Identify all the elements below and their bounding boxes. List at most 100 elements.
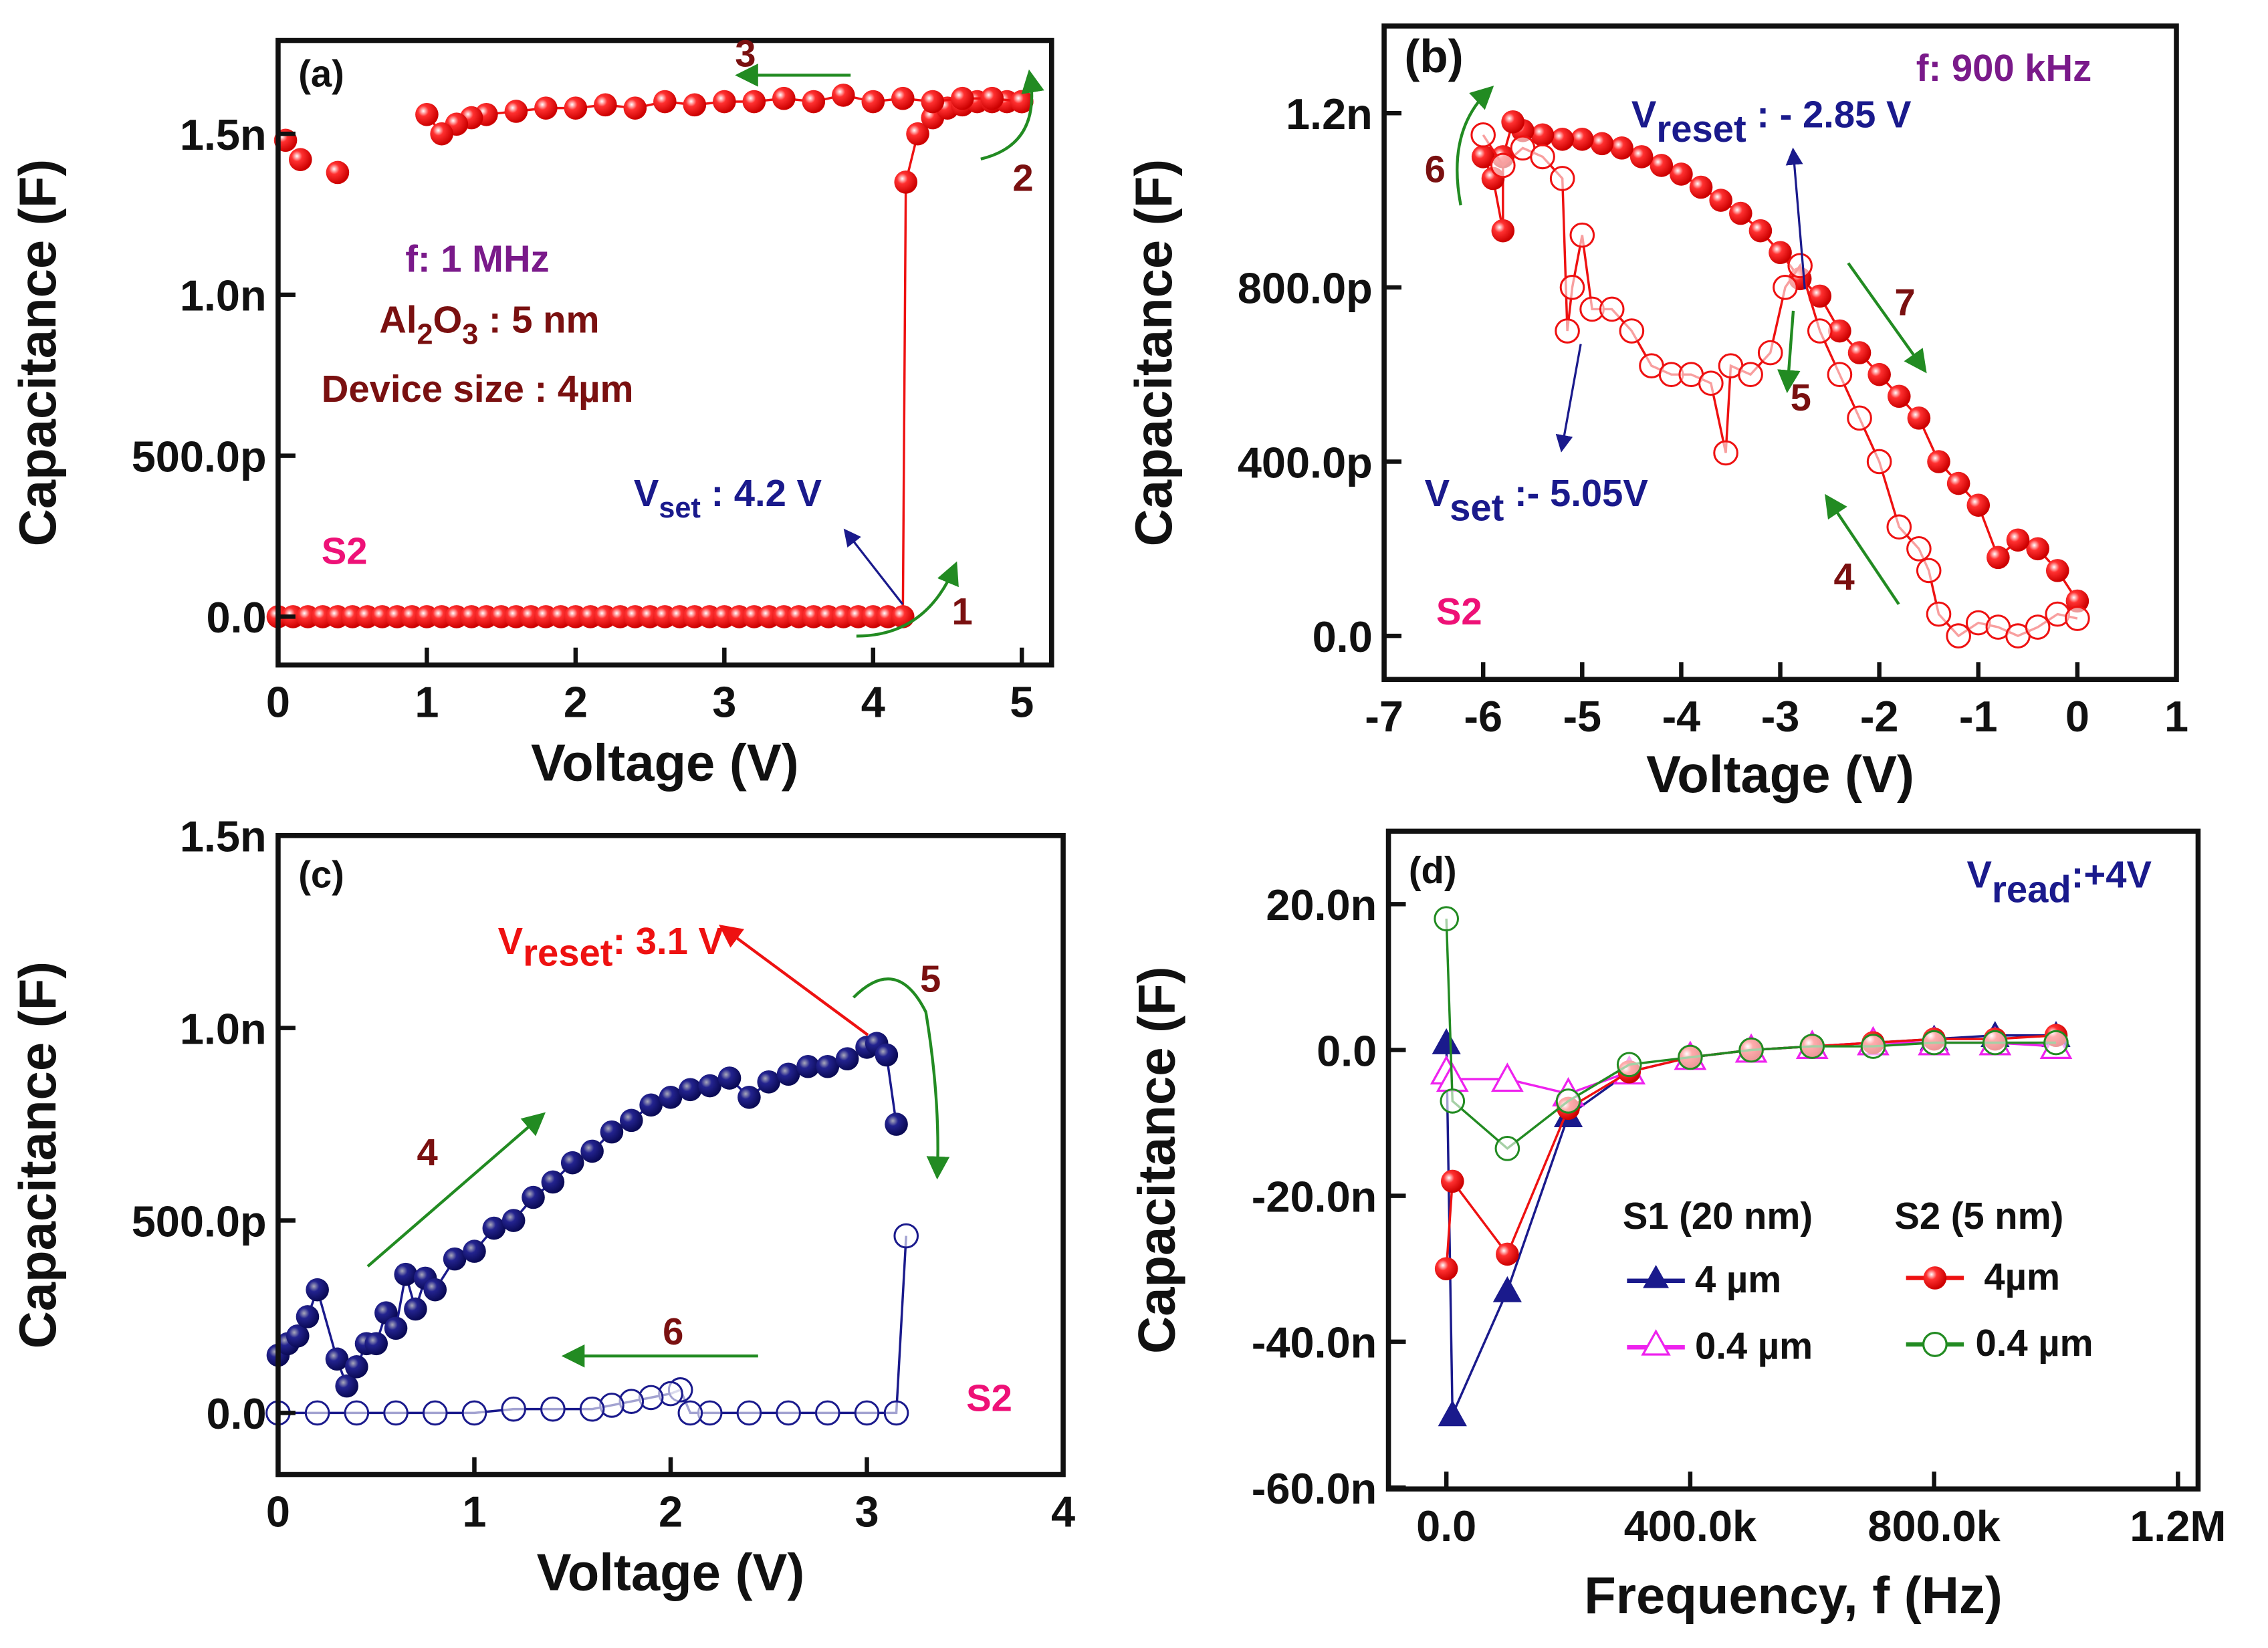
data-point bbox=[1987, 546, 2010, 570]
vset-label: Vset :- 5.05V bbox=[1425, 472, 1649, 529]
step6-arrow bbox=[1456, 86, 1494, 206]
data-point bbox=[1807, 318, 1833, 344]
data-point bbox=[2045, 559, 2069, 582]
step4-label: 4 bbox=[417, 1131, 438, 1173]
panel-label: (d) bbox=[1409, 849, 1457, 891]
x-axis-title: Voltage (V) bbox=[531, 735, 799, 792]
x-tick-label: 1 bbox=[462, 1487, 486, 1536]
x-tick-label: 4 bbox=[861, 677, 885, 726]
data-point bbox=[306, 1278, 329, 1302]
data-point bbox=[296, 1305, 320, 1328]
step5-label: 5 bbox=[920, 957, 941, 999]
x-tick-label: 0.0 bbox=[1416, 1502, 1476, 1550]
legend-s2-4um-marker bbox=[1923, 1266, 1947, 1290]
legend-s1-4um-marker bbox=[1643, 1264, 1670, 1288]
data-point bbox=[394, 1262, 418, 1286]
data-point bbox=[1887, 384, 1911, 408]
y-tick-label: 0.0 bbox=[206, 1389, 266, 1438]
data-point bbox=[623, 96, 647, 120]
step4-arrow bbox=[366, 1112, 546, 1268]
data-point bbox=[698, 1074, 721, 1098]
data-point bbox=[802, 90, 826, 114]
data-point bbox=[1906, 536, 1932, 562]
series-return-sweep bbox=[265, 1223, 919, 1426]
data-point bbox=[415, 102, 439, 126]
data-point bbox=[816, 1054, 840, 1078]
x-tick-label: -7 bbox=[1365, 692, 1403, 741]
x-axis-title: Voltage (V) bbox=[537, 1544, 805, 1602]
vset-arrow bbox=[1555, 344, 1582, 453]
legend-s2-04um-marker bbox=[1922, 1332, 1948, 1357]
panel-b: -7 -6 -5 -4 -3 -2 -1 0 1 0.0 400.0p 800.0p 1.2n Volta… bbox=[1125, 23, 2188, 804]
data-point bbox=[2025, 614, 2051, 640]
data-point bbox=[832, 84, 855, 107]
legend-s1-title: S1 (20 nm) bbox=[1623, 1195, 1813, 1237]
data-point bbox=[713, 90, 736, 114]
data-point bbox=[717, 1066, 742, 1090]
data-point bbox=[1555, 318, 1580, 344]
data-point bbox=[677, 1400, 703, 1426]
data-point bbox=[1551, 128, 1574, 151]
y-axis-title: Capacitance (F) bbox=[9, 159, 67, 547]
data-point bbox=[1616, 1052, 1642, 1078]
oxide-label: Al2O3 : 5 nm bbox=[379, 298, 599, 350]
legend-s1-4um: 4 µm bbox=[1695, 1258, 1781, 1300]
data-point bbox=[430, 122, 453, 146]
device-size-label: Device size : 4µm bbox=[322, 368, 634, 410]
data-point bbox=[736, 1400, 762, 1426]
legend: S1 (20 nm) S2 (5 nm) 4 µm 0.4 µm 4µm 0.4… bbox=[1623, 1195, 2093, 1367]
data-point bbox=[501, 1396, 526, 1422]
y-tick-label: -60.0n bbox=[1252, 1464, 1377, 1513]
series-s2-0-4-m bbox=[1434, 906, 2069, 1161]
data-point bbox=[1490, 1062, 1524, 1092]
data-point bbox=[1490, 152, 1516, 179]
data-point bbox=[619, 1108, 643, 1133]
data-point bbox=[1966, 493, 1991, 517]
y-tick-label: 0.0 bbox=[1317, 1026, 1377, 1075]
data-point bbox=[344, 1400, 370, 1426]
data-point bbox=[1530, 123, 1555, 147]
data-point bbox=[580, 1139, 604, 1163]
step5-arrow bbox=[852, 977, 950, 1180]
data-point bbox=[796, 1054, 820, 1078]
freq-label: f: 900 kHz bbox=[1916, 47, 2091, 89]
data-point bbox=[1599, 296, 1625, 322]
x-tick-label: 400.0k bbox=[1624, 1502, 1757, 1550]
data-point bbox=[921, 90, 945, 114]
step7-label: 7 bbox=[1894, 281, 1915, 323]
plot-frame bbox=[275, 37, 1054, 668]
data-point bbox=[564, 96, 588, 120]
data-point bbox=[443, 1247, 467, 1271]
data-point bbox=[600, 1120, 624, 1144]
data-point bbox=[1434, 1257, 1458, 1281]
data-point bbox=[422, 1400, 448, 1426]
data-point bbox=[738, 1086, 761, 1109]
data-point bbox=[482, 1216, 506, 1240]
y-tick-label: 400.0p bbox=[1238, 438, 1373, 487]
annotations-b: f: 900 kHz Vreset : - 2.85 V Vset :- 5.0… bbox=[1425, 47, 2092, 632]
step7-arrow bbox=[1847, 262, 1927, 374]
data-point bbox=[1748, 219, 1773, 243]
data-point bbox=[776, 1400, 801, 1426]
data-point bbox=[1787, 253, 1813, 279]
vset-arrow bbox=[843, 528, 904, 605]
panel-label: (a) bbox=[298, 53, 344, 95]
series-reset-sweep bbox=[1471, 110, 2089, 613]
data-point bbox=[1982, 1030, 2008, 1056]
data-point bbox=[894, 170, 918, 194]
panel-label: (b) bbox=[1404, 30, 1463, 82]
data-point bbox=[854, 1400, 880, 1426]
data-point bbox=[1650, 154, 1674, 177]
panel-c: 0 1 2 3 4 0.0 500.0p 1.0n 1.5n Voltage (V) Capacit… bbox=[9, 812, 1075, 1602]
x-tick-label: 1 bbox=[415, 677, 439, 726]
step2-arrow bbox=[980, 69, 1044, 160]
data-point bbox=[1434, 906, 1459, 932]
data-point bbox=[1738, 1037, 1764, 1063]
data-point bbox=[2065, 606, 2090, 631]
legend-s2-title: S2 (5 nm) bbox=[1894, 1195, 2063, 1237]
data-point bbox=[875, 1043, 899, 1067]
data-point bbox=[683, 93, 707, 117]
data-point bbox=[1907, 406, 1931, 430]
data-point bbox=[653, 90, 677, 114]
data-point bbox=[579, 1396, 605, 1422]
